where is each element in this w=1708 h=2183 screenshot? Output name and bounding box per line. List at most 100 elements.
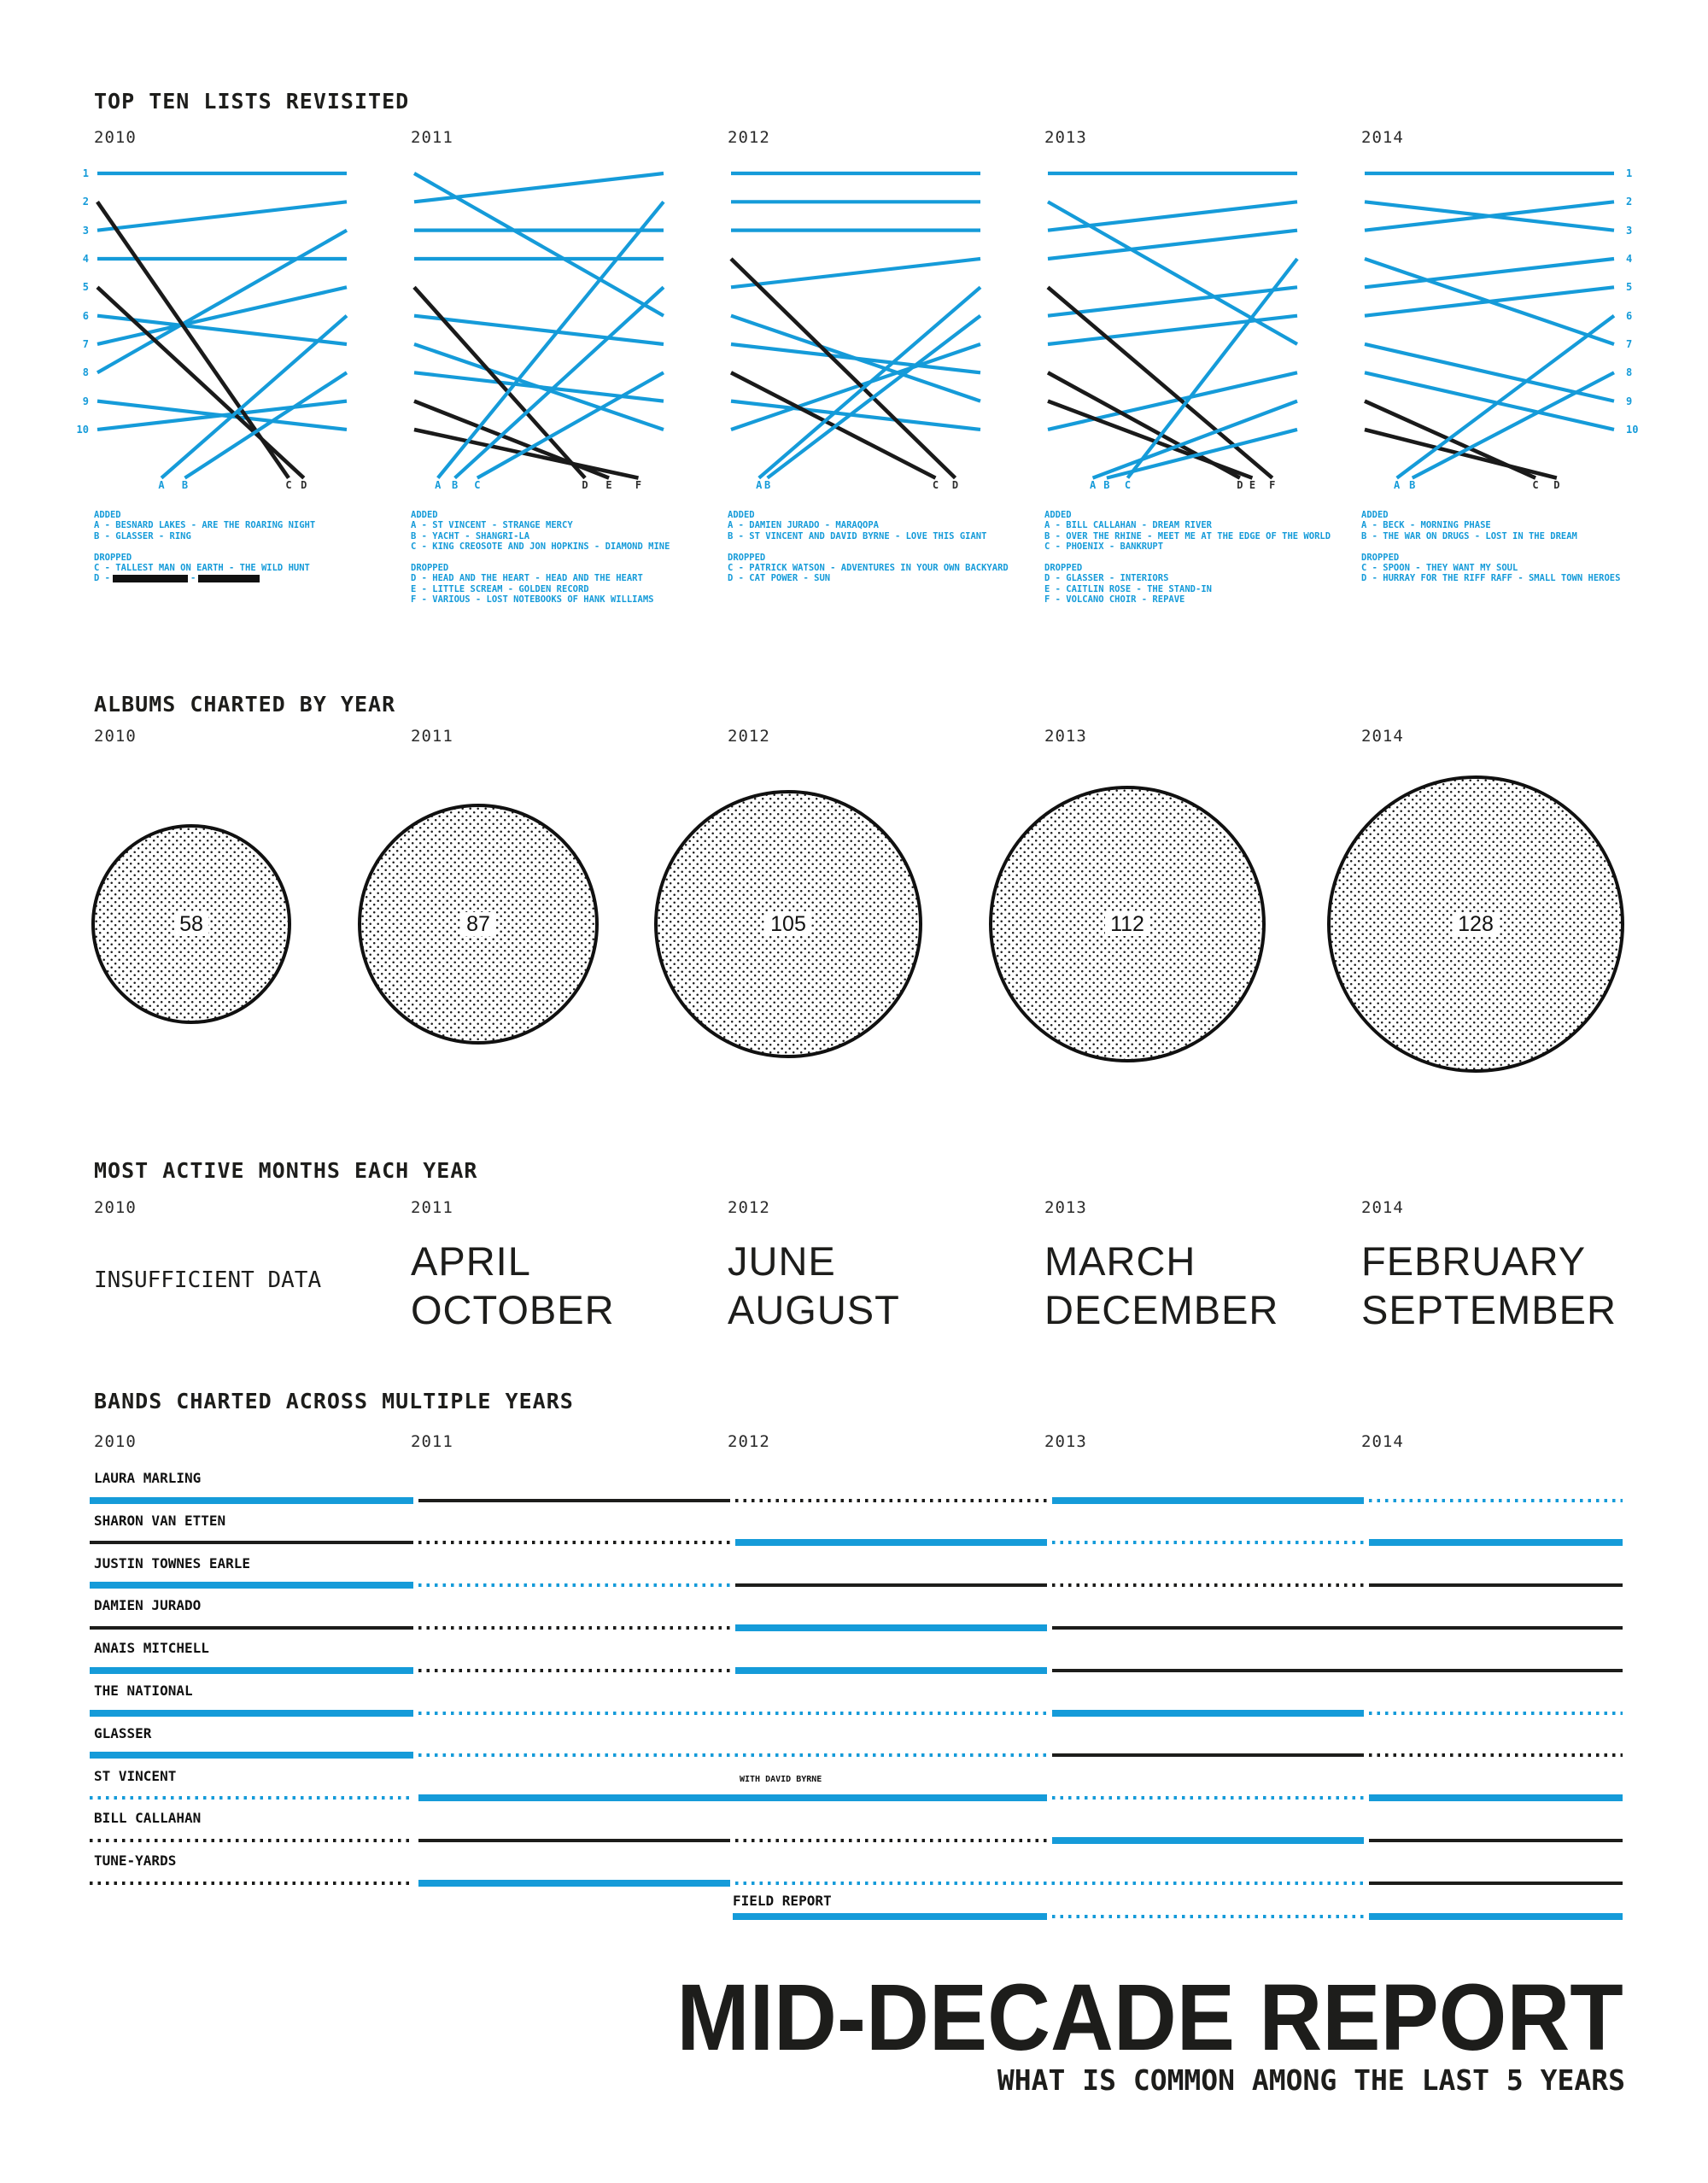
albums-count-2012: 105	[737, 910, 839, 939]
band-name-damien-jurado: DAMIEN JURADO	[94, 1597, 202, 1614]
band-segment-dotted-black	[735, 1498, 1047, 1502]
year-label-2010: 2010	[94, 1432, 137, 1451]
rank-line-blue	[1047, 200, 1298, 232]
notes-line: E - LITTLE SCREAM - GOLDEN RECORD	[411, 583, 589, 594]
notes-line: A - BECK - MORNING PHASE	[1361, 520, 1491, 531]
band-segment-solid-blue	[90, 1496, 413, 1504]
notes-line: ADDED	[1361, 510, 1389, 520]
rank-line-black	[1047, 399, 1254, 480]
section-title-albums: ALBUMS CHARTED BY YEAR	[94, 692, 396, 717]
month-name: MARCH	[1044, 1238, 1196, 1284]
band-segment-solid-blue	[90, 1582, 413, 1589]
rank-line-blue	[730, 399, 981, 432]
month-name: AUGUST	[728, 1287, 900, 1332]
months-insufficient-data: INSUFFICIENT DATA	[94, 1267, 322, 1293]
rank-line-blue	[97, 200, 348, 232]
year-label-2011: 2011	[411, 1432, 453, 1451]
rank-label-right-2: 2	[1626, 196, 1633, 208]
chart-letter-B: B	[764, 479, 770, 491]
rank-line-blue	[1395, 313, 1616, 480]
albums-count-2013: 112	[1076, 910, 1179, 939]
chart-notes-2014: ADDED A - BECK - MORNING PHASE B - THE WAR…	[1361, 510, 1688, 584]
band-segment-solid-black	[1369, 1838, 1623, 1842]
chart-letter-E: E	[1249, 479, 1255, 491]
year-label-2014: 2014	[1361, 1198, 1404, 1217]
notes-line: DROPPED	[728, 552, 766, 563]
rank-line-blue	[436, 201, 665, 479]
band-segment-dotted-blue	[1369, 1498, 1623, 1502]
year-label-2013: 2013	[1044, 128, 1087, 147]
notes-line: B - OVER THE RHINE - MEET ME AT THE EDGE…	[1044, 530, 1331, 541]
rank-label-left-9: 9	[82, 395, 89, 407]
rank-label-left-7: 7	[82, 337, 89, 350]
year-label-2011: 2011	[411, 128, 453, 147]
chart-letter-D: D	[301, 479, 307, 491]
band-name-st-vincent: ST VINCENT	[94, 1767, 177, 1784]
redaction-bar	[198, 574, 260, 582]
notes-line: ADDED	[411, 510, 438, 520]
rank-label-left-1: 1	[82, 167, 89, 179]
rank-line-blue	[1047, 371, 1298, 432]
rank-line-blue	[97, 285, 348, 347]
band-segment-solid-blue	[1369, 1913, 1623, 1920]
chart-letter-D: D	[1237, 479, 1243, 491]
rank-line-blue	[1047, 285, 1298, 318]
poster-subtitle: WHAT IS COMMON AMONG THE LAST 5 YEARS	[997, 2063, 1625, 2097]
notes-spacer	[94, 541, 420, 552]
notes-line: B - ST VINCENT AND DAVID BYRNE - LOVE TH…	[728, 530, 987, 541]
notes-line: DROPPED	[411, 562, 449, 573]
rank-label-left-4: 4	[82, 252, 89, 265]
months-2014: FEBRUARY SEPTEMBER	[1361, 1237, 1617, 1334]
albums-count-2011: 87	[427, 910, 529, 939]
rank-label-right-1: 1	[1626, 167, 1633, 179]
year-label-2012: 2012	[728, 1198, 770, 1217]
rank-label-left-6: 6	[82, 309, 89, 322]
rank-line-blue	[730, 342, 981, 431]
rank-line-black	[96, 285, 306, 480]
band-name-glasser: GLASSER	[94, 1724, 152, 1741]
notes-line: D - HEAD AND THE HEART - HEAD AND THE HE…	[411, 573, 643, 584]
band-name-sharon-van-etten: SHARON VAN ETTEN	[94, 1512, 226, 1529]
year-label-2014: 2014	[1361, 1432, 1404, 1451]
band-segment-solid-black	[1369, 1583, 1623, 1588]
chart-letter-C: C	[1125, 479, 1131, 491]
chart-letter-A: A	[435, 479, 442, 491]
month-name: DECEMBER	[1044, 1287, 1279, 1332]
band-segment-solid-blue	[1052, 1709, 1364, 1717]
notes-line-redacted: D --	[94, 573, 420, 583]
notes-line: B - GLASSER - RING	[94, 530, 191, 541]
band-segment-dotted-black	[418, 1668, 730, 1672]
band-name-laura-marling: LAURA MARLING	[94, 1470, 202, 1486]
rank-label-left-8: 8	[82, 366, 89, 379]
rank-line-blue	[97, 399, 348, 432]
band-segment-dotted-blue	[1052, 1541, 1364, 1545]
rank-line-blue	[1364, 256, 1615, 290]
month-name: SEPTEMBER	[1361, 1287, 1617, 1332]
chart-letter-D: D	[1553, 479, 1559, 491]
notes-spacer	[411, 553, 737, 563]
band-segment-solid-black	[418, 1498, 730, 1502]
rank-label-right-5: 5	[1626, 281, 1633, 294]
band-segment-solid-black	[90, 1541, 413, 1545]
band-segment-solid-black	[1052, 1753, 1364, 1758]
rank-label-right-4: 4	[1626, 252, 1633, 265]
rank-line-black	[412, 285, 587, 480]
year-label-2011: 2011	[411, 1198, 453, 1217]
month-name: OCTOBER	[411, 1287, 615, 1332]
rank-line-blue	[413, 313, 664, 347]
rank-line-blue	[1047, 313, 1298, 347]
notes-line: A - BILL CALLAHAN - DREAM RIVER	[1044, 520, 1212, 531]
notes-line: A - BESNARD LAKES - ARE THE ROARING NIGH…	[94, 520, 316, 531]
rank-line-black	[729, 257, 957, 480]
chart-letter-A: A	[158, 479, 165, 491]
rank-label-right-7: 7	[1626, 337, 1633, 350]
rank-label-left-3: 3	[82, 224, 89, 237]
albums-count-2014: 128	[1424, 910, 1527, 939]
notes-line: F - VARIOUS - LOST NOTEBOOKS OF HANK WIL…	[411, 594, 654, 606]
notes-line: C - SPOON - THEY WANT MY SOUL	[1361, 562, 1518, 573]
rank-line-blue	[413, 371, 664, 403]
band-segment-dotted-blue	[418, 1711, 1047, 1715]
